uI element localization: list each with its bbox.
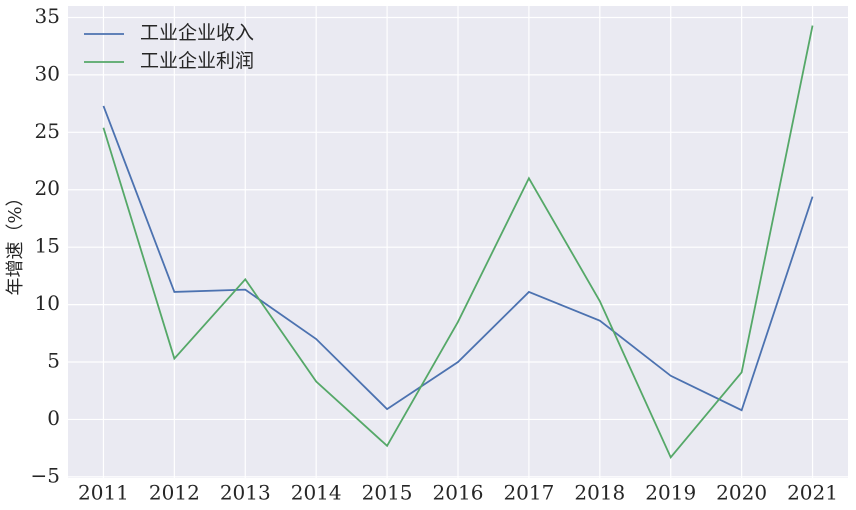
series-line [102,105,814,412]
x-tick-label: 2016 [433,481,484,505]
legend-label: 工业企业利润 [140,50,254,72]
x-tick-label: 2017 [503,481,554,505]
x-tick-label: 2013 [220,481,271,505]
y-tick-label: −5 [31,463,60,487]
x-tick-label: 2011 [78,481,129,505]
x-tick-label: 2012 [149,481,200,505]
y-tick-label: 5 [47,349,60,373]
x-tick-label: 2019 [645,481,696,505]
y-tick-label: 30 [35,61,60,85]
x-tick-label: 2020 [716,481,767,505]
series-line [102,25,814,460]
y-tick-label: 15 [35,234,60,258]
y-tick-label: 10 [35,291,60,315]
y-tick-label: 35 [35,4,60,28]
x-tick-label: 2021 [787,481,838,505]
x-tick-label: 2018 [574,481,625,505]
x-tick-label: 2015 [362,481,413,505]
y-tick-label: 25 [35,119,60,143]
legend-label: 工业企业收入 [140,22,254,44]
y-axis-label: 年增速（%） [5,188,26,295]
y-tick-label: 0 [47,406,60,430]
y-tick-label: 20 [35,176,60,200]
x-tick-label: 2014 [291,481,342,505]
